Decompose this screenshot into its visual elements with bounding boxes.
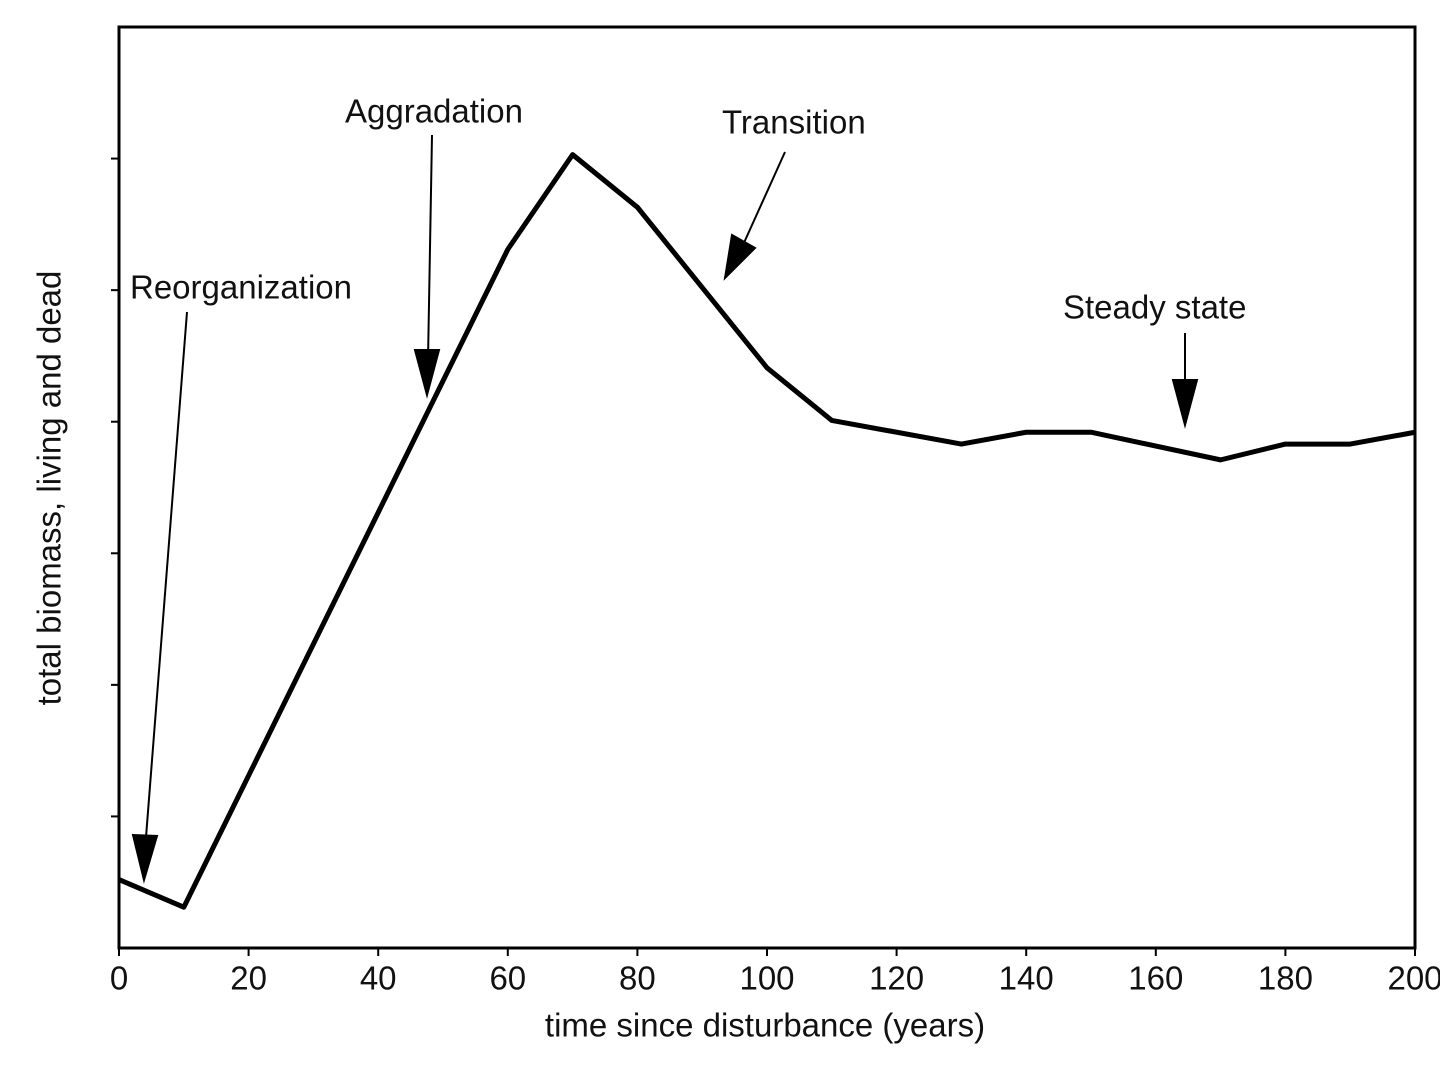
x-tick-label: 180	[1258, 960, 1313, 997]
x-tick-label: 140	[999, 960, 1054, 997]
x-tick-label: 20	[230, 960, 267, 997]
annotation: Transition	[722, 104, 866, 141]
x-tick-label: 120	[869, 960, 924, 997]
x-tick-label: 100	[739, 960, 794, 997]
plot-frame	[117, 25, 1417, 950]
annotation-arrows	[131, 134, 1199, 884]
x-tick-label: 40	[360, 960, 397, 997]
x-tick-label: 0	[110, 960, 128, 997]
x-tick-label: 80	[619, 960, 656, 997]
x-axis-label: time since disturbance (years)	[545, 1007, 985, 1044]
y-axis-label: total biomass, living and dead	[31, 271, 68, 706]
annotation: Reorganization	[130, 269, 352, 306]
x-tick-label: 60	[489, 960, 526, 997]
annotation: Steady state	[1063, 289, 1246, 326]
data-line	[118, 152, 1416, 910]
x-tick-label: 160	[1128, 960, 1183, 997]
x-tick-label: 200	[1387, 960, 1440, 997]
annotation: Aggradation	[345, 93, 523, 130]
